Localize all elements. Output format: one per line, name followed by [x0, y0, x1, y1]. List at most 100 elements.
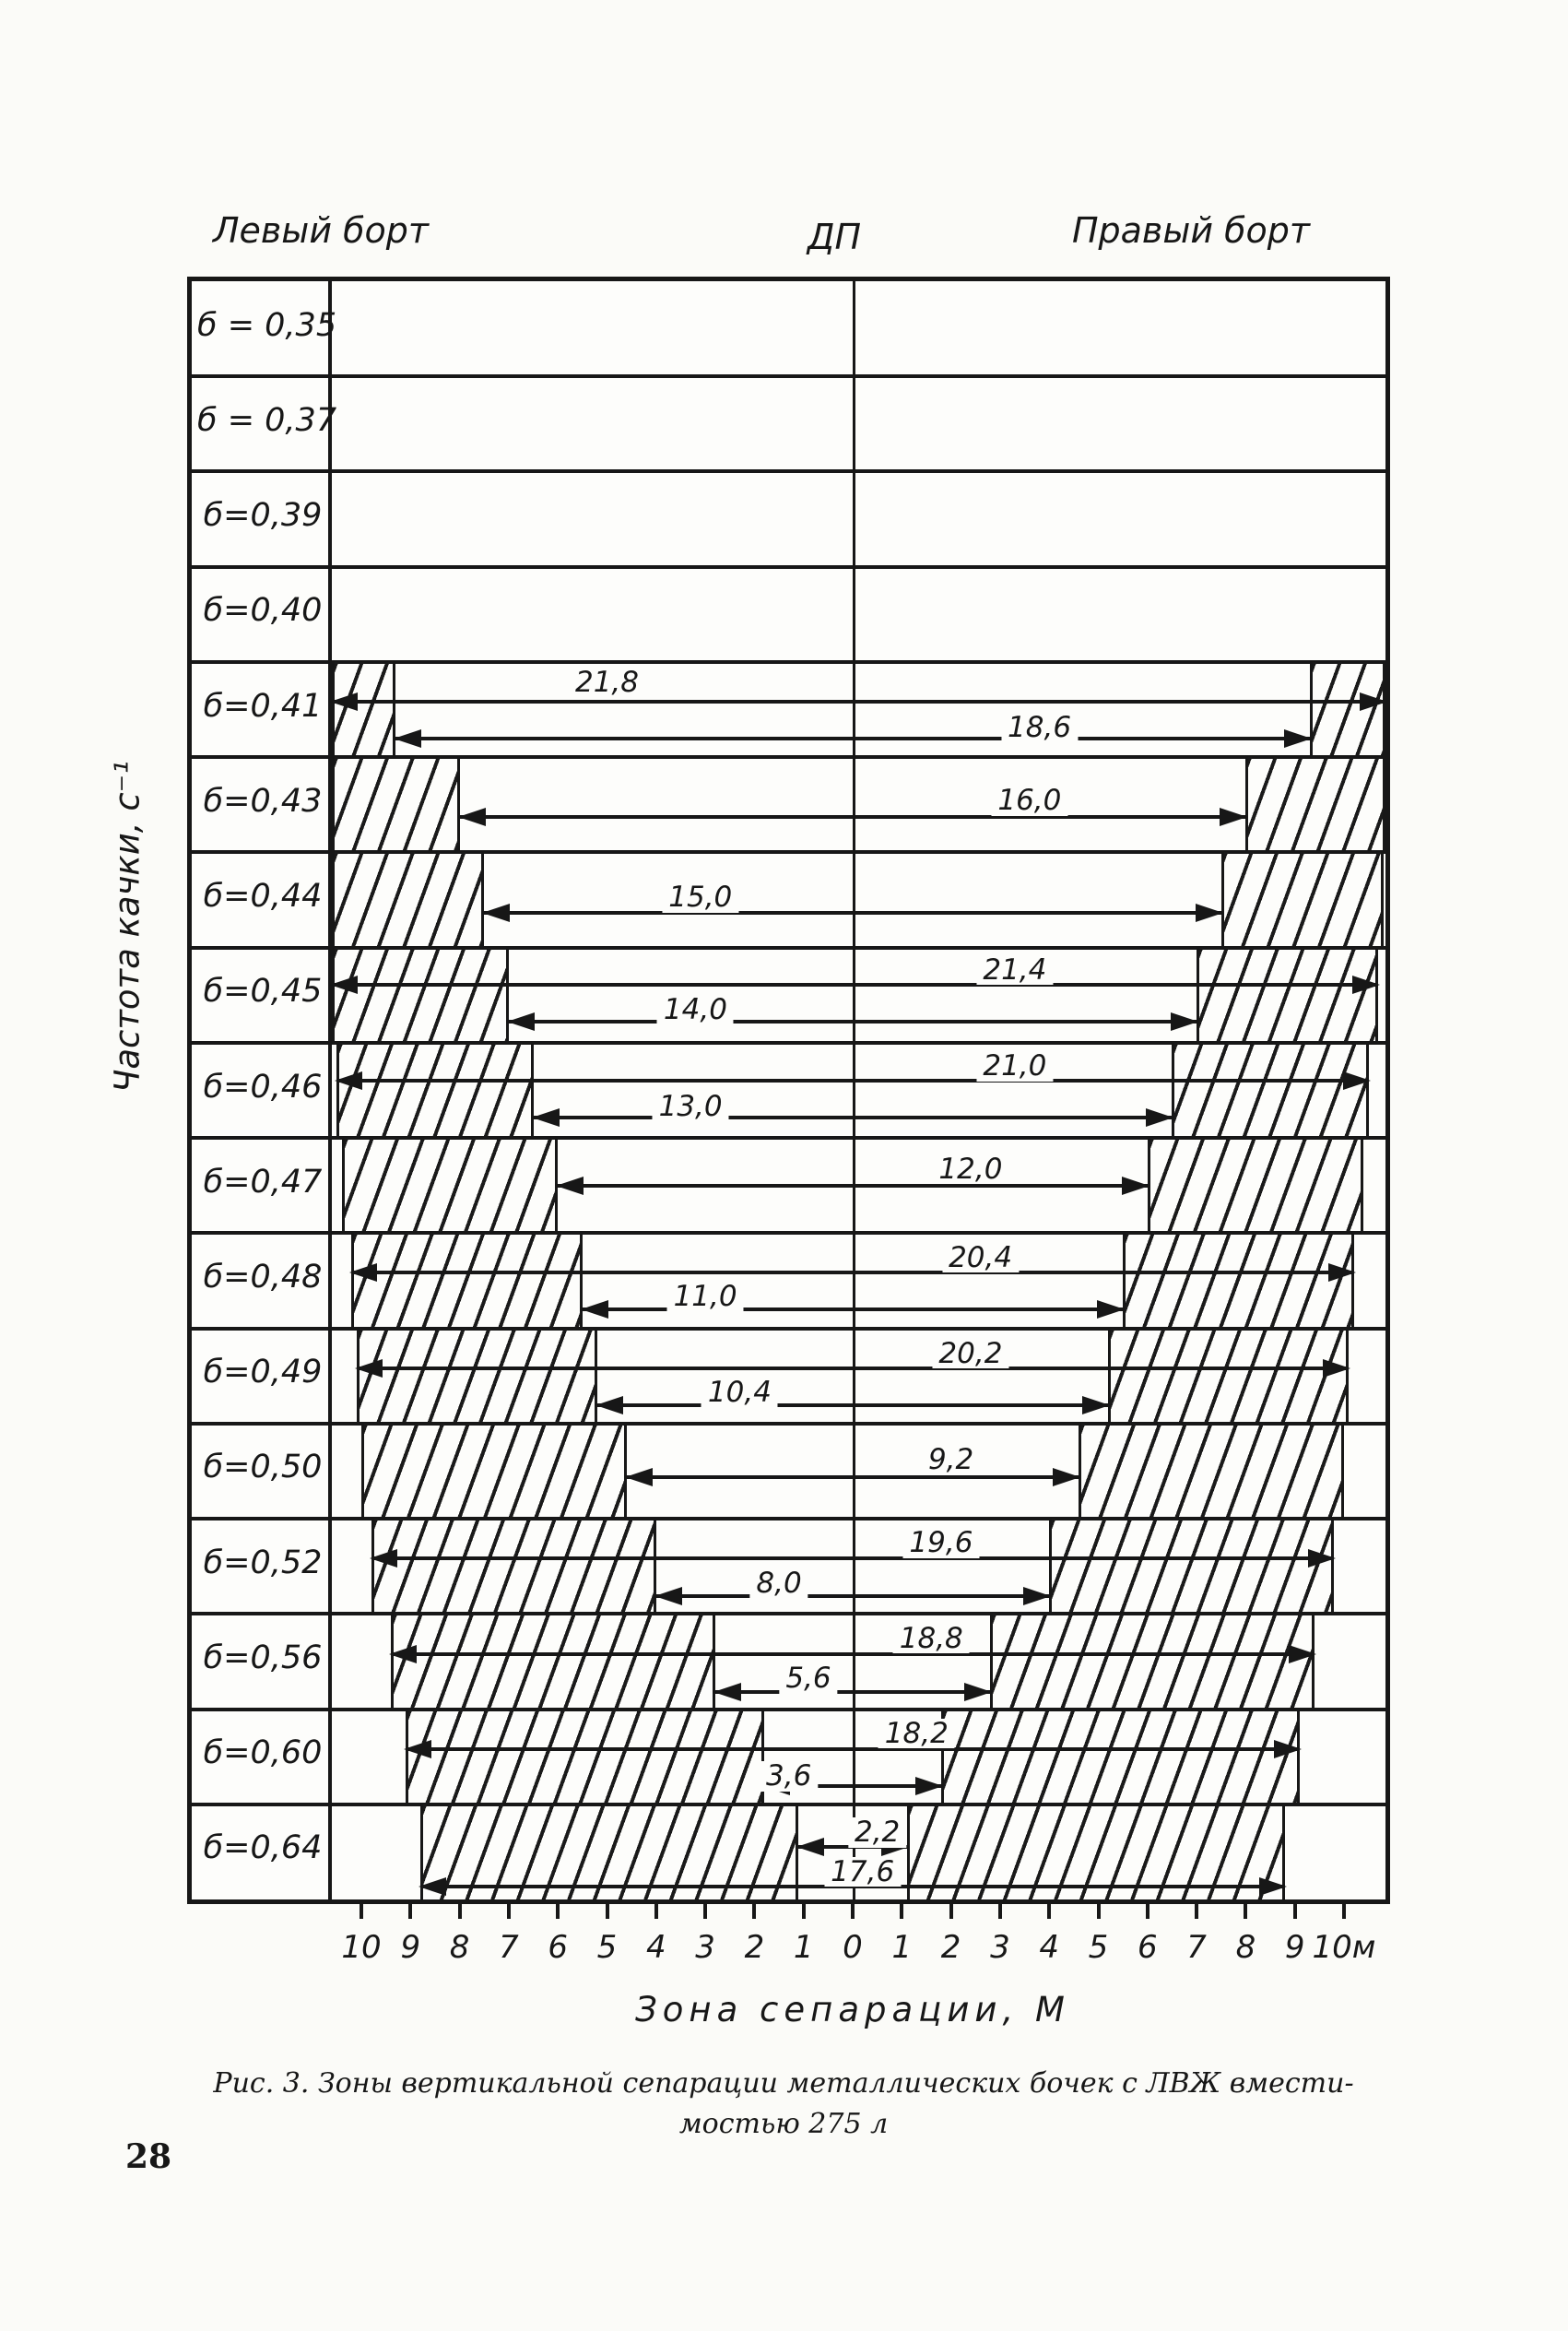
row-label: б=0,46	[203, 1068, 323, 1106]
x-axis-tick	[1145, 1902, 1149, 1919]
x-axis-title: Зона сепарации, М	[635, 1990, 1070, 2029]
separation-zone-arrow	[556, 1176, 1149, 1195]
x-axis-tick	[506, 1902, 511, 1919]
stowage-zone-right-hatch	[1049, 1519, 1335, 1615]
separation-zone-arrow	[595, 1396, 1111, 1415]
arrowhead-right	[1121, 1176, 1149, 1195]
row-divider	[192, 1136, 1385, 1141]
stowage-zone-right-hatch	[990, 1614, 1315, 1710]
separation-zone-arrow	[713, 1682, 993, 1701]
separation-zone-value: 11,0	[666, 1282, 744, 1312]
arrowhead-right	[1274, 1739, 1303, 1758]
overall-breadth-arrow	[354, 1358, 1351, 1378]
row-label: б=0,41	[203, 687, 323, 725]
x-axis-tick-label: 5	[596, 1929, 618, 1966]
arrowhead-left	[349, 1262, 378, 1282]
caption-line-2: мостью 275 л	[678, 2107, 889, 2140]
arrowhead-right	[1023, 1586, 1052, 1605]
x-axis-tick	[605, 1902, 609, 1919]
arrowhead-left	[335, 1071, 363, 1091]
arrowhead-left	[713, 1682, 741, 1701]
arrowhead-left	[403, 1739, 431, 1758]
stowage-zone-left-hatch	[351, 1233, 583, 1329]
separation-zone-arrow	[482, 904, 1223, 923]
x-axis-tick	[900, 1902, 904, 1919]
arrowhead-left	[624, 1467, 653, 1486]
row-divider	[192, 1231, 1385, 1236]
separation-zone-value: 9,2	[921, 1444, 981, 1475]
overall-breadth-value: 21,4	[976, 955, 1054, 986]
row-divider	[192, 850, 1385, 855]
x-axis-tick	[1096, 1902, 1101, 1919]
x-axis-tick	[360, 1902, 363, 1919]
x-axis-tick	[654, 1902, 658, 1919]
header-right-board: Правый борт	[1071, 210, 1311, 251]
x-axis-tick	[1292, 1902, 1297, 1919]
row-divider	[192, 469, 1385, 474]
arrowhead-left	[580, 1299, 608, 1319]
arrowhead-right	[1308, 1549, 1337, 1568]
overall-breadth-arrow	[330, 975, 1381, 994]
x-axis-tick-label: 10	[341, 1929, 382, 1966]
arrowhead-right	[1195, 904, 1223, 923]
arrowhead-right	[1327, 1262, 1356, 1282]
x-axis-tick	[752, 1902, 757, 1919]
arrowhead-right	[1082, 1396, 1111, 1415]
arrowhead-left	[482, 904, 511, 923]
x-axis-tick-label: 9	[400, 1929, 421, 1966]
separation-zone-value: 14,0	[656, 995, 734, 1025]
overall-breadth-arrow	[330, 692, 1387, 712]
stowage-zone-left-hatch	[390, 1614, 715, 1710]
stowage-zone-right-hatch	[1147, 1138, 1364, 1234]
x-axis-tick	[408, 1902, 413, 1919]
x-axis-tick	[949, 1902, 953, 1919]
stowage-zone-left-hatch	[332, 947, 509, 1043]
arrowhead-right	[1289, 1644, 1316, 1663]
separation-zone-arrow	[394, 728, 1312, 748]
row-label: б=0,60	[203, 1734, 323, 1772]
overall-breadth-arrow	[335, 1071, 1371, 1091]
stowage-zone-left-hatch	[356, 1328, 597, 1424]
stowage-zone-left-hatch	[419, 1804, 799, 1899]
row-label: б=0,48	[203, 1258, 323, 1296]
stowage-zone-left-hatch	[332, 757, 460, 853]
row-divider	[192, 1707, 1385, 1711]
row-label: б = 0,37	[197, 401, 337, 439]
stowage-zone-right-hatch	[1197, 947, 1379, 1043]
arrowhead-left	[330, 975, 358, 994]
arrowhead-right	[964, 1682, 993, 1701]
arrowhead-left	[556, 1176, 584, 1195]
row-label: б=0,52	[203, 1544, 323, 1581]
arrowhead-left	[506, 1012, 535, 1032]
row-label: б=0,56	[203, 1639, 323, 1676]
x-axis-tick-label: 9	[1284, 1929, 1305, 1966]
stowage-zone-right-hatch	[1245, 757, 1385, 853]
row-label: б=0,40	[203, 592, 323, 630]
x-axis-tick	[1342, 1902, 1346, 1919]
stowage-zone-right-hatch	[1108, 1328, 1350, 1424]
row-label: б=0,43	[203, 782, 323, 820]
arrowhead-left	[369, 1549, 397, 1568]
row-divider	[192, 755, 1385, 760]
separation-zone-arrow	[580, 1299, 1126, 1319]
overall-breadth-value: 21,0	[976, 1051, 1054, 1082]
overall-breadth-arrow	[369, 1549, 1337, 1568]
centerline-dp-line	[853, 281, 855, 1899]
overall-breadth-arrow	[349, 1262, 1356, 1282]
x-axis-tick	[1195, 1902, 1199, 1919]
arrowhead-left	[654, 1586, 682, 1605]
stowage-zone-right-hatch	[906, 1804, 1286, 1899]
y-axis-label: Частота качки, с⁻¹	[107, 760, 147, 1094]
x-axis-tick-label: 6	[1137, 1929, 1158, 1966]
arrowhead-right	[1171, 1012, 1199, 1032]
overall-breadth-value: 18,2	[878, 1719, 955, 1749]
arrowhead-left	[796, 1838, 825, 1857]
arrowhead-right	[1097, 1299, 1126, 1319]
separation-zone-value: 18,6	[1001, 713, 1079, 743]
arrowhead-left	[531, 1108, 560, 1128]
separation-zone-value: 5,6	[779, 1663, 838, 1694]
overall-breadth-value: 20,2	[932, 1339, 1009, 1369]
arrowhead-left	[354, 1358, 383, 1378]
x-axis-tick-label: 7	[499, 1929, 519, 1966]
